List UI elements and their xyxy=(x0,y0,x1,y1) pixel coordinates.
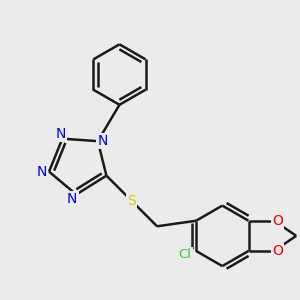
Text: O: O xyxy=(272,214,284,228)
Text: N: N xyxy=(67,192,77,206)
Text: N: N xyxy=(98,134,108,148)
Text: N: N xyxy=(56,127,66,141)
Text: N: N xyxy=(37,165,47,178)
Text: Cl: Cl xyxy=(178,248,191,261)
Text: S: S xyxy=(128,194,136,208)
Text: O: O xyxy=(272,244,284,258)
